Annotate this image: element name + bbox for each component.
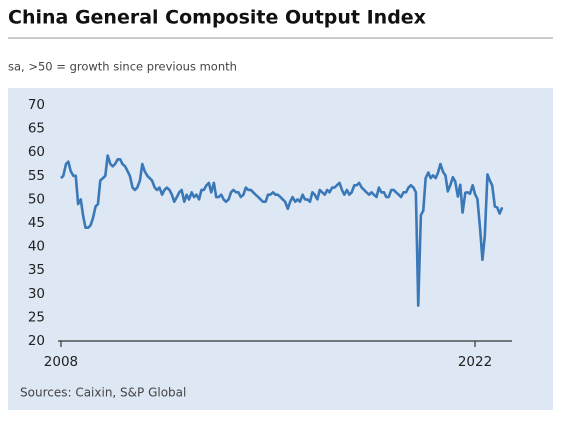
y-tick-label: 65 (28, 121, 45, 137)
data-line (60, 154, 504, 307)
plot-panel (8, 88, 553, 410)
plot-area: 20 25 30 35 40 45 50 55 60 65 70 2008 2022 (28, 97, 512, 370)
y-tick-label: 20 (28, 333, 45, 349)
y-tick-label: 60 (28, 144, 45, 160)
y-tick-label: 40 (28, 239, 45, 255)
y-tick-label: 70 (28, 97, 45, 113)
y-tick-label: 50 (28, 191, 45, 207)
y-tick-label: 55 (28, 168, 45, 184)
chart-subtitle: sa, >50 = growth since previous month (8, 60, 237, 74)
y-tick-label: 35 (28, 262, 45, 278)
x-tick-label: 2022 (458, 354, 492, 370)
y-tick-label: 45 (28, 215, 45, 231)
y-tick-label: 25 (28, 309, 45, 325)
source-note: Sources: Caixin, S&P Global (20, 386, 186, 400)
x-tick-label: 2008 (44, 354, 78, 370)
chart-title: China General Composite Output Index (8, 7, 426, 29)
y-tick-label: 30 (28, 286, 45, 302)
